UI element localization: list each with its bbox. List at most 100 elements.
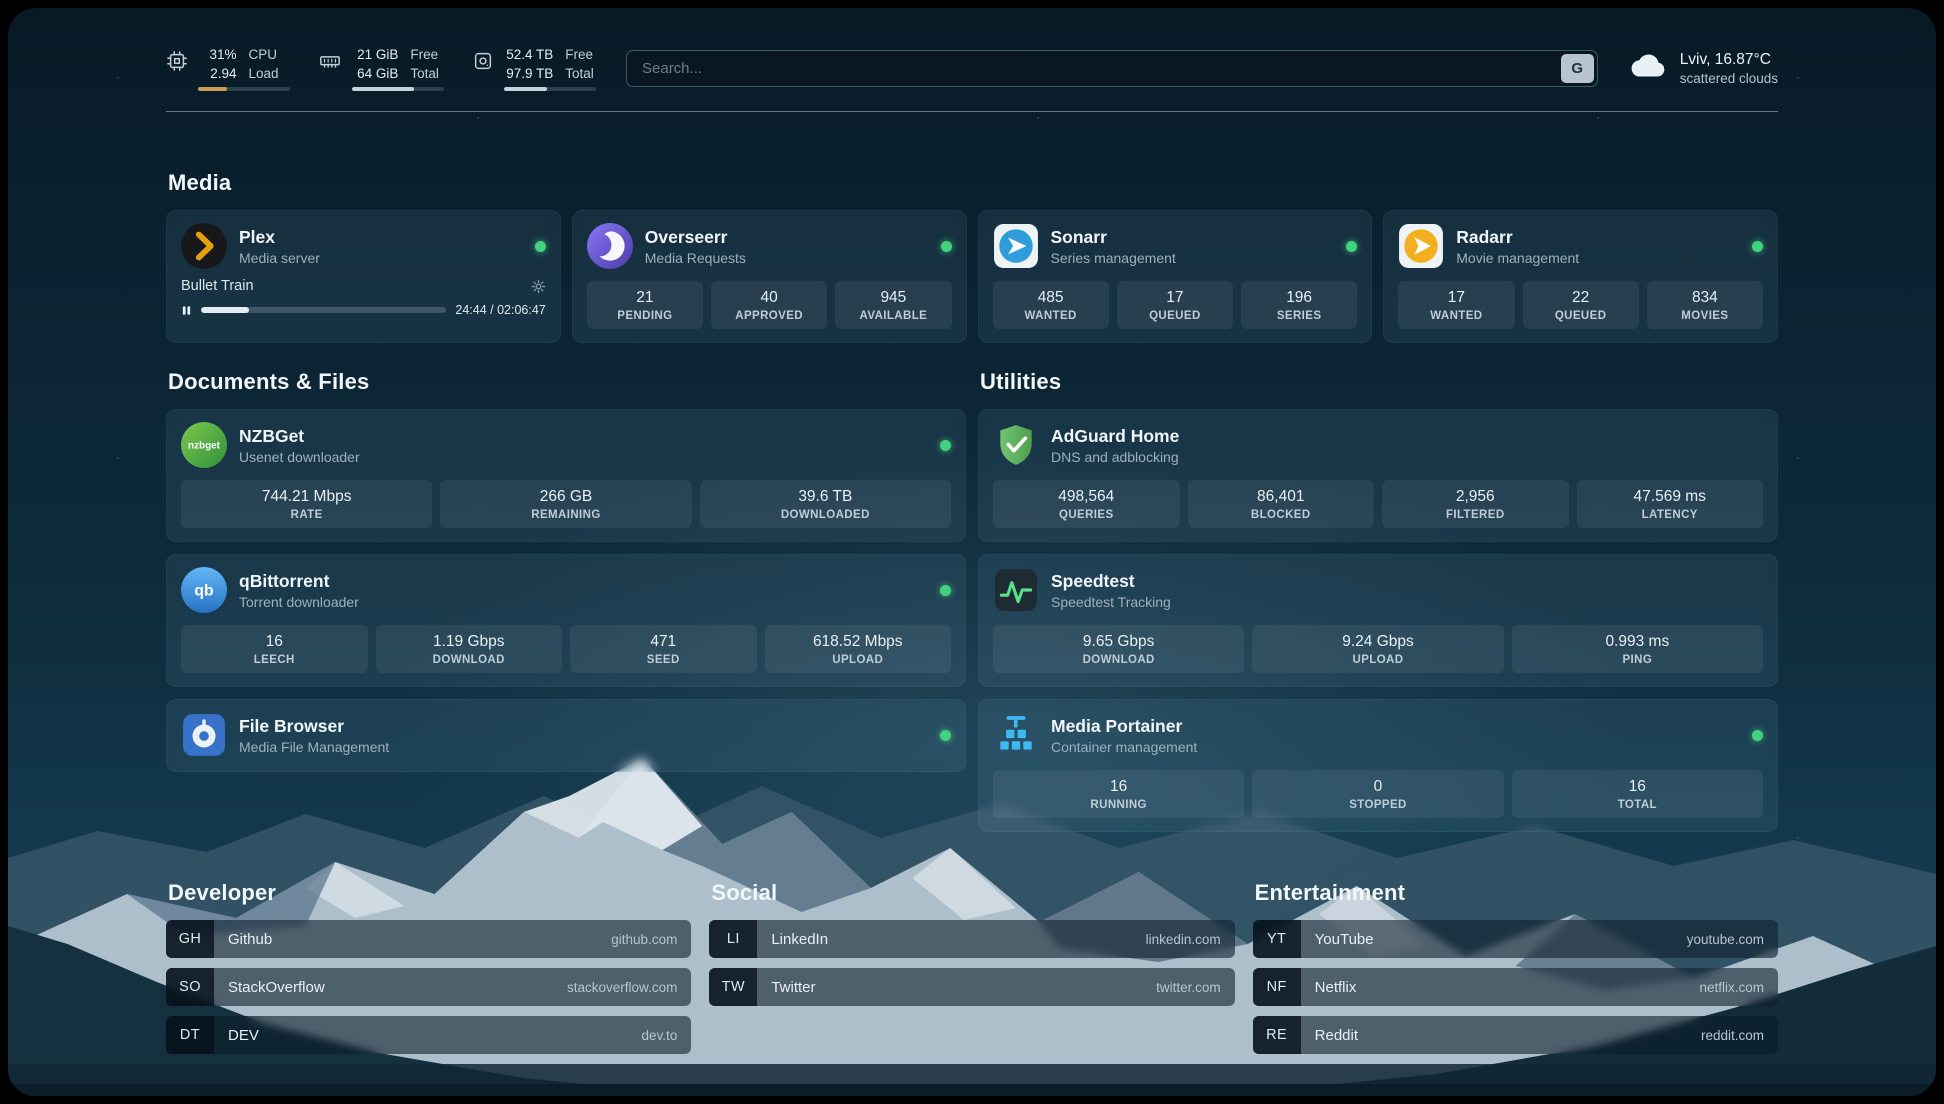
- stat-value: 196: [1286, 289, 1313, 307]
- cpu-icon: [166, 50, 188, 77]
- disk-total-value: 97.9 TB: [506, 65, 554, 81]
- bookmark-abbr: DT: [166, 1016, 214, 1055]
- service-name: Speedtest: [1051, 570, 1135, 591]
- stat-box: 17 QUEUED: [1116, 281, 1233, 330]
- service-card-adguard[interactable]: AdGuard Home DNS and adblocking 498,564 …: [978, 409, 1778, 543]
- status-dot: [1752, 240, 1763, 252]
- filebrowser-icon: [181, 712, 227, 758]
- overseerr-icon: [586, 223, 633, 270]
- stat-value: 16: [1110, 778, 1128, 796]
- dashboard-screen: 31% CPU 2.94 Load: [8, 8, 1936, 1096]
- bookmark-name: StackOverflow: [228, 978, 325, 996]
- stat-value: 0: [1373, 778, 1383, 796]
- service-card-sonarr[interactable]: Sonarr Series management 485 WANTED: [977, 210, 1373, 344]
- stat-value: 945: [880, 289, 907, 307]
- service-name: Media Portainer: [1051, 715, 1183, 736]
- service-card-plex[interactable]: Plex Media server Bullet Train: [166, 210, 561, 344]
- stat-value: 40: [760, 289, 778, 307]
- stat-box: 1.19 Gbps DOWNLOAD: [375, 625, 562, 674]
- bookmark-github[interactable]: GH Github github.com: [166, 920, 692, 959]
- stat-value: 618.52 Mbps: [812, 633, 903, 651]
- service-card-filebrowser[interactable]: File Browser Media File Management: [166, 699, 966, 773]
- search-provider-button[interactable]: G: [1560, 54, 1594, 84]
- stat-box: 0.993 ms PING: [1511, 625, 1763, 674]
- stat-label: WANTED: [1024, 310, 1077, 323]
- bookmark-reddit[interactable]: RE Reddit reddit.com: [1252, 1016, 1778, 1055]
- disk-icon: [472, 50, 494, 77]
- bookmark-linkedin[interactable]: LI LinkedIn linkedin.com: [709, 920, 1235, 959]
- stat-box: 17 WANTED: [1398, 281, 1515, 330]
- bookmark-url: reddit.com: [1700, 1027, 1764, 1043]
- memory-widget: 21 GiB Free 64 GiB Total: [318, 46, 444, 92]
- stat-label: DOWNLOAD: [432, 654, 505, 667]
- stat-label: AVAILABLE: [859, 310, 928, 323]
- service-card-speedtest[interactable]: Speedtest Speedtest Tracking 9.65 Gbps D…: [978, 554, 1778, 688]
- bookmark-youtube[interactable]: YT YouTube youtube.com: [1252, 920, 1778, 959]
- stat-label: STOPPED: [1349, 799, 1407, 812]
- bookmark-twitter[interactable]: TW Twitter twitter.com: [709, 968, 1235, 1007]
- stat-value: 2,956: [1455, 488, 1495, 506]
- stat-box: 9.24 Gbps UPLOAD: [1252, 625, 1504, 674]
- pause-icon[interactable]: [181, 305, 192, 316]
- gear-icon[interactable]: [531, 279, 546, 294]
- cpu-usage-value: 31%: [209, 47, 237, 62]
- section-documents: Documents & Files nzbget: [166, 369, 966, 832]
- stat-value: 744.21 Mbps: [261, 488, 352, 506]
- cpu-usage-label: CPU: [248, 47, 277, 62]
- section-title-utilities: Utilities: [980, 369, 1062, 395]
- section-title-social: Social: [711, 880, 778, 906]
- bookmark-url: twitter.com: [1156, 979, 1221, 995]
- stat-value: 47.569 ms: [1633, 488, 1706, 506]
- bookmark-group-developer: Developer GH Github github.com SO StackO…: [166, 880, 692, 1055]
- stat-label: LEECH: [253, 654, 295, 667]
- section-title-developer: Developer: [168, 880, 277, 906]
- service-card-nzbget[interactable]: nzbget NZBGet Usenet downloader: [166, 409, 966, 543]
- stat-box: 196 SERIES: [1241, 281, 1358, 330]
- ram-progress-fill: [352, 87, 414, 92]
- stat-box: 9.65 Gbps DOWNLOAD: [993, 625, 1245, 674]
- disk-free-label: Free: [565, 47, 594, 62]
- stat-label: TOTAL: [1617, 799, 1657, 812]
- stat-box: 834 MOVIES: [1646, 281, 1763, 330]
- service-card-qbittorrent[interactable]: qb qBittorrent Torrent downloader: [166, 554, 966, 688]
- stat-box: 47.569 ms LATENCY: [1576, 480, 1763, 529]
- cloud-icon: [1628, 52, 1668, 85]
- stat-value: 16: [265, 633, 283, 651]
- bookmark-abbr: NF: [1252, 968, 1301, 1007]
- bookmark-stackoverflow[interactable]: SO StackOverflow stackoverflow.com: [166, 968, 692, 1007]
- bookmark-dev[interactable]: DT DEV dev.to: [166, 1016, 692, 1055]
- stat-value: 1.19 Gbps: [432, 633, 505, 651]
- service-card-portainer[interactable]: Media Portainer Container management 16 …: [978, 699, 1778, 833]
- stat-label: SEED: [646, 654, 680, 667]
- stat-value: 16: [1628, 778, 1646, 796]
- bookmark-group-social: Social LI LinkedIn linkedin.com TW Twitt…: [709, 880, 1235, 1054]
- bookmark-abbr: GH: [166, 920, 214, 959]
- cpu-load-label: Load: [248, 65, 279, 81]
- stat-value: 498,564: [1058, 488, 1115, 506]
- stat-value: 0.993 ms: [1605, 633, 1670, 651]
- service-card-radarr[interactable]: Radarr Movie management 17 WANTED 2: [1383, 210, 1778, 344]
- nzbget-icon: nzbget: [181, 422, 227, 469]
- stat-value: 266 GB: [539, 488, 593, 506]
- weather-condition: scattered clouds: [1679, 71, 1778, 87]
- bookmark-name: Twitter: [771, 978, 816, 996]
- search-input[interactable]: [626, 50, 1598, 88]
- bookmark-abbr: SO: [166, 968, 214, 1007]
- stat-label: DOWNLOADED: [780, 509, 870, 522]
- service-subtitle: DNS and adblocking: [1051, 448, 1179, 465]
- bookmark-abbr: RE: [1252, 1016, 1301, 1055]
- stat-box: 0 STOPPED: [1252, 770, 1504, 819]
- stat-box: 266 GB REMAINING: [440, 480, 692, 529]
- stat-label: WANTED: [1430, 310, 1483, 323]
- bookmark-netflix[interactable]: NF Netflix netflix.com: [1252, 968, 1778, 1007]
- stat-label: APPROVED: [735, 310, 803, 323]
- stat-value: 21: [636, 289, 654, 307]
- playback-progress-bar[interactable]: [201, 307, 447, 314]
- status-dot: [1346, 240, 1358, 252]
- playback-progress-fill: [201, 307, 249, 314]
- service-subtitle: Container management: [1051, 738, 1198, 755]
- search-bar: G: [626, 50, 1598, 88]
- bookmark-abbr: LI: [709, 920, 758, 959]
- ram-total-value: 64 GiB: [357, 65, 399, 81]
- service-card-overseerr[interactable]: Overseerr Media Requests 21 PENDING: [571, 210, 967, 344]
